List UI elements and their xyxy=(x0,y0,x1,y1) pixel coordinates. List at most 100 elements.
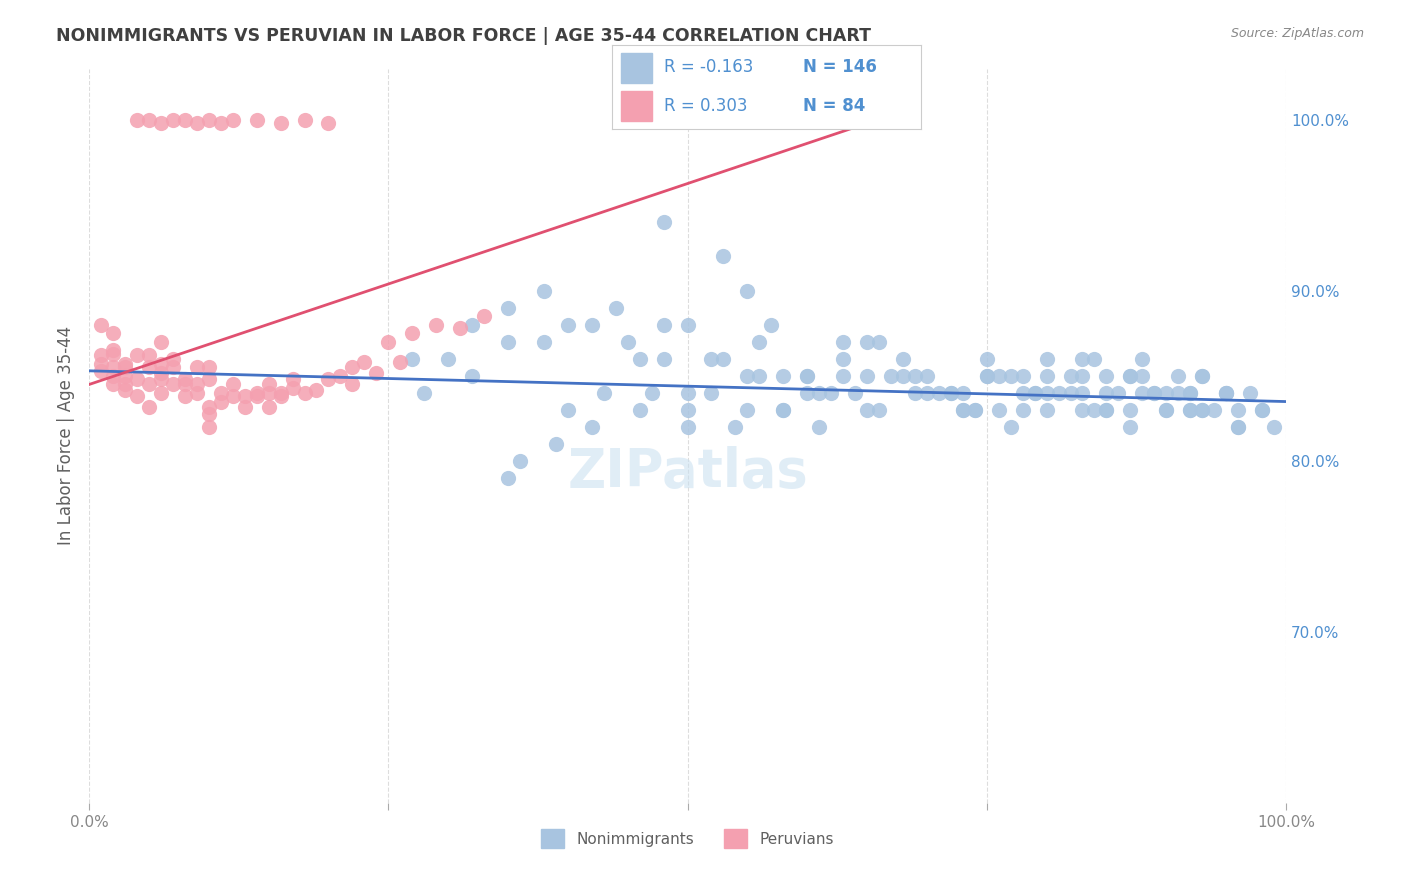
Point xyxy=(138,360,160,375)
Point xyxy=(149,386,172,401)
Point xyxy=(496,471,519,485)
Point xyxy=(1071,368,1094,383)
Point xyxy=(1024,386,1046,401)
Point xyxy=(880,368,903,383)
Bar xyxy=(621,54,652,83)
Point xyxy=(928,386,950,401)
Point xyxy=(342,377,364,392)
Point xyxy=(1251,403,1274,417)
Point xyxy=(318,116,340,130)
Point xyxy=(1035,351,1057,366)
Point xyxy=(425,318,447,332)
Point xyxy=(1059,386,1081,401)
Point xyxy=(114,360,136,375)
Point xyxy=(915,368,938,383)
Point xyxy=(1107,386,1129,401)
Point xyxy=(939,386,962,401)
Point xyxy=(125,372,148,386)
Point xyxy=(197,360,219,375)
Point xyxy=(796,368,818,383)
Point xyxy=(952,386,974,401)
Point xyxy=(90,318,112,332)
Point xyxy=(796,386,818,401)
Point xyxy=(1215,386,1237,401)
Point xyxy=(1083,403,1105,417)
Point xyxy=(90,364,112,378)
Point xyxy=(1191,403,1213,417)
Point xyxy=(186,377,208,392)
Point xyxy=(257,386,280,401)
Point xyxy=(101,347,124,361)
Point xyxy=(186,116,208,130)
Point xyxy=(114,377,136,392)
Point xyxy=(101,326,124,341)
Point xyxy=(173,372,195,386)
Point xyxy=(222,389,245,403)
Point xyxy=(305,383,328,397)
Point xyxy=(1071,403,1094,417)
Text: NONIMMIGRANTS VS PERUVIAN IN LABOR FORCE | AGE 35-44 CORRELATION CHART: NONIMMIGRANTS VS PERUVIAN IN LABOR FORCE… xyxy=(56,27,872,45)
Point xyxy=(1119,368,1142,383)
Point xyxy=(1154,403,1177,417)
Point xyxy=(891,368,914,383)
Point xyxy=(1095,403,1118,417)
Point xyxy=(796,368,818,383)
Point xyxy=(808,386,831,401)
Point xyxy=(628,403,651,417)
Point xyxy=(1071,351,1094,366)
Point xyxy=(149,116,172,130)
Point xyxy=(1191,368,1213,383)
Point xyxy=(856,368,879,383)
Point xyxy=(652,351,675,366)
Point xyxy=(162,112,184,127)
Text: Source: ZipAtlas.com: Source: ZipAtlas.com xyxy=(1230,27,1364,40)
Point xyxy=(472,309,495,323)
Point xyxy=(952,403,974,417)
Point xyxy=(114,357,136,371)
Point xyxy=(581,318,603,332)
Point xyxy=(246,112,269,127)
Point xyxy=(1095,368,1118,383)
Point xyxy=(342,360,364,375)
Point xyxy=(939,386,962,401)
Point xyxy=(246,386,269,401)
Point xyxy=(1011,368,1033,383)
Point xyxy=(461,318,484,332)
Point xyxy=(222,112,245,127)
Point xyxy=(904,368,927,383)
Point xyxy=(149,366,172,380)
Point xyxy=(748,334,770,349)
Point xyxy=(1251,403,1274,417)
Point xyxy=(1130,351,1153,366)
Point xyxy=(281,372,304,386)
Point xyxy=(149,372,172,386)
Point xyxy=(222,377,245,392)
Point xyxy=(963,403,986,417)
Point xyxy=(1180,403,1202,417)
Point xyxy=(173,112,195,127)
Point xyxy=(987,368,1010,383)
Point xyxy=(1047,386,1070,401)
Point xyxy=(257,377,280,392)
Point xyxy=(149,334,172,349)
Point xyxy=(737,284,759,298)
Point xyxy=(1119,368,1142,383)
Point xyxy=(533,334,555,349)
Point xyxy=(401,351,423,366)
Point xyxy=(652,215,675,229)
Point xyxy=(294,112,316,127)
Point xyxy=(1143,386,1166,401)
Point xyxy=(233,400,256,414)
Point xyxy=(856,403,879,417)
Point xyxy=(437,351,460,366)
Point xyxy=(461,368,484,383)
Point xyxy=(138,377,160,392)
Point xyxy=(101,360,124,375)
Point xyxy=(1215,386,1237,401)
Point xyxy=(808,420,831,434)
Point xyxy=(976,368,998,383)
Point xyxy=(209,394,232,409)
Point xyxy=(761,318,783,332)
Point xyxy=(1011,403,1033,417)
Point xyxy=(138,400,160,414)
